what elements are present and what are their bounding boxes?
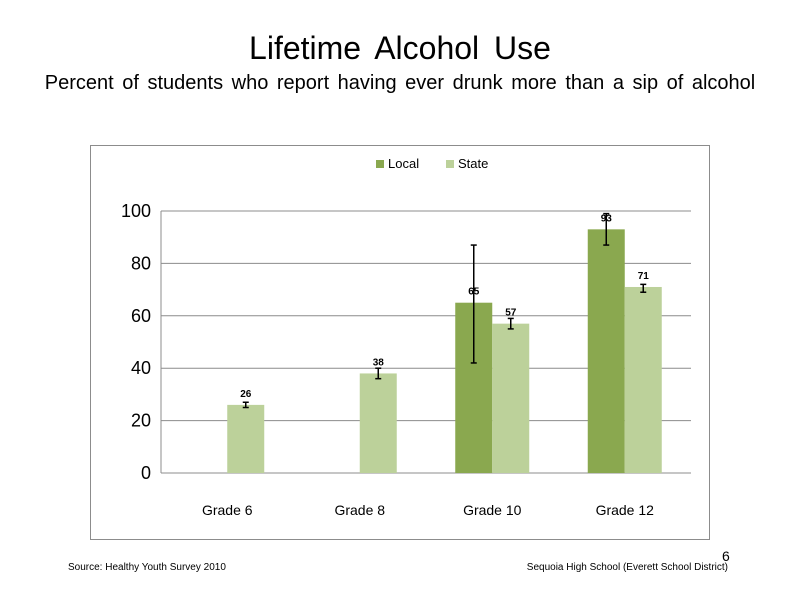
chart-title: Lifetime Alcohol Use xyxy=(249,30,551,66)
y-tick-label: 80 xyxy=(131,253,151,273)
legend-swatch-state xyxy=(446,160,454,168)
legend-label-local: Local xyxy=(388,156,419,171)
chart-subtitle: Percent of students who report having ev… xyxy=(44,72,756,94)
chart-area: 0 20 40 60 80 100 Grade 6 26 Grade 8 38 Grade 10 65… xyxy=(90,145,710,540)
school-name: Sequoia High School (Everett School Dist… xyxy=(526,562,728,573)
y-tick-label: 60 xyxy=(131,306,151,326)
bar-chart: 0 20 40 60 80 100 Grade 6 26 Grade 8 38 Grade 10 65… xyxy=(121,156,691,518)
y-tick-label: 40 xyxy=(131,358,151,378)
x-tick-label: Grade 12 xyxy=(596,502,655,518)
x-tick-label: Grade 10 xyxy=(463,502,522,518)
data-label: 93 xyxy=(601,213,613,224)
x-tick-label: Grade 6 xyxy=(202,502,253,518)
y-tick-label: 20 xyxy=(131,411,151,431)
y-tick-label: 100 xyxy=(121,201,151,221)
data-label: 57 xyxy=(505,308,517,319)
y-tick-label: 0 xyxy=(141,463,151,483)
data-label: 71 xyxy=(638,271,650,282)
bar-state xyxy=(359,373,397,473)
bar-state xyxy=(492,323,530,473)
x-tick-label: Grade 8 xyxy=(334,502,385,518)
legend-label-state: State xyxy=(458,156,488,171)
slide-number: 6 xyxy=(722,548,730,564)
legend-swatch-local xyxy=(376,160,384,168)
bar-state xyxy=(227,404,265,473)
data-label: 65 xyxy=(468,287,480,298)
source-note: Source: Healthy Youth Survey 2010 xyxy=(68,562,226,573)
data-label: 38 xyxy=(373,357,385,368)
bar-state xyxy=(624,286,662,473)
data-label: 26 xyxy=(240,389,252,400)
bar-local xyxy=(587,229,625,473)
